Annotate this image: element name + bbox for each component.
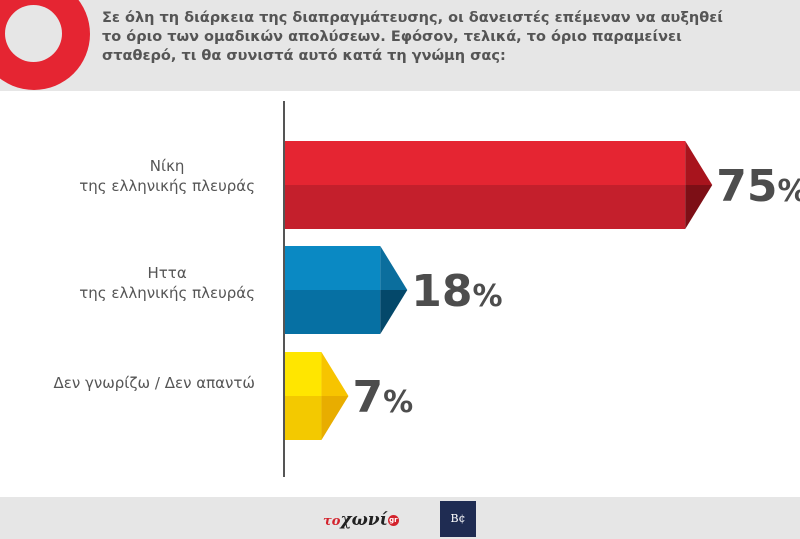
- bar-top-face: [284, 141, 686, 185]
- bar-tip-top: [380, 246, 408, 290]
- question-line-1: Σε όλη τη διάρκεια της διαπραγμάτευσης, …: [102, 10, 723, 26]
- category-label-line: Νίκη: [149, 157, 185, 175]
- category-label-line: της ελληνικής πλευράς: [79, 177, 255, 195]
- value-label: 75%: [716, 161, 800, 212]
- value-label: 7%: [352, 372, 413, 423]
- bar-top-face: [284, 246, 381, 290]
- toxwni-logo[interactable]: τοχωνίgr: [323, 509, 399, 531]
- bar-chart: 75% 18% 7%: [283, 101, 800, 477]
- bar-bottom-face: [284, 290, 381, 334]
- question-line-2: το όριο των ομαδικών απολύσεων. Εφόσον, …: [102, 29, 682, 45]
- category-label-line: Ηττα: [147, 264, 187, 282]
- bar-tip-bottom: [380, 290, 408, 334]
- header-circle-hole: [5, 5, 62, 62]
- logo-badge: gr: [387, 515, 399, 526]
- category-label-line: Δεν γνωρίζω / Δεν απαντώ: [53, 374, 255, 392]
- bar-bottom-face: [284, 185, 686, 229]
- survey-question: Σε όλη τη διάρκεια της διαπραγμάτευσης, …: [102, 9, 792, 66]
- value-unit: %: [383, 385, 413, 420]
- bar-bottom-face: [284, 396, 322, 440]
- category-label-loss: Ηττα της ελληνικής πλευράς: [79, 263, 255, 303]
- category-label-win: Νίκη της ελληνικής πλευράς: [79, 156, 255, 196]
- bar-top-face: [284, 352, 322, 396]
- value-label: 18%: [411, 266, 502, 317]
- question-line-3: σταθερό, τι θα συνιστά αυτό κατά τη γνώμ…: [102, 48, 506, 64]
- category-label-line: της ελληνικής πλευράς: [79, 284, 255, 302]
- publisher-logo[interactable]: Β¢: [440, 501, 476, 537]
- logo-main: χωνί: [340, 510, 388, 530]
- value-unit: %: [473, 279, 503, 314]
- logo-prefix: το: [323, 514, 341, 529]
- category-label-dont-know: Δεν γνωρίζω / Δεν απαντώ: [53, 373, 255, 393]
- header-bar: [0, 0, 800, 91]
- bar-tip-top: [321, 352, 349, 396]
- footer-bar: [0, 497, 800, 539]
- bar-tip-bottom: [685, 185, 713, 229]
- bar-tip-top: [685, 141, 713, 185]
- bar-tip-bottom: [321, 396, 349, 440]
- value-unit: %: [777, 174, 800, 209]
